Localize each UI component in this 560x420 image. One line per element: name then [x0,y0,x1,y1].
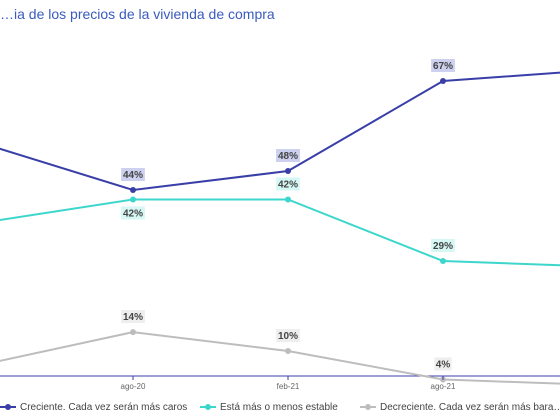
data-label: 42% [278,179,298,190]
data-point [440,78,446,85]
data-label: 48% [278,151,298,162]
data-label-bg [434,357,452,371]
data-point [285,196,291,203]
data-label: 10% [278,331,298,342]
legend: Creciente. Cada vez serán más caros Está … [0,402,560,413]
data-label: 29% [433,241,453,252]
data-point [285,168,291,175]
x-tick-labels: ago-20 feb-21 ago-21 [121,376,456,391]
legend-marker [365,404,371,410]
data-label-bg [431,239,455,253]
data-label-bg [121,167,145,181]
data-point [130,186,136,193]
x-tick-label: feb-21 [277,382,300,391]
data-point [130,196,136,203]
series-line-1 [0,198,560,267]
data-label: 42% [123,208,143,219]
data-label-bg [276,149,300,163]
data-label-bg [276,177,300,191]
legend-marker [205,404,211,410]
legend-marker [5,404,11,410]
x-tick-label: ago-21 [431,382,456,391]
data-label-bg [121,310,145,324]
legend-label: Creciente. Cada vez serán más caros [20,402,187,413]
data-label-bg [431,59,455,73]
series-layer [0,71,560,385]
data-point [130,329,136,336]
series-line-0 [0,71,560,191]
data-label: 4% [436,359,451,370]
data-point [440,258,446,265]
data-labels: 44% 48% 67% 42% 42% 29% 14% 10% 4% [121,59,455,371]
legend-label: Está más o menos estable [220,402,338,413]
data-point [285,348,291,355]
legend-label: Decreciente. Cada vez serán más bara… [380,402,560,413]
data-label-bg [276,329,300,343]
chart-title: …ia de los precios de la vivienda de com… [0,6,275,22]
x-tick-label: ago-20 [121,382,146,391]
data-label-bg [121,206,145,220]
data-label: 67% [433,61,453,72]
data-label: 44% [123,170,143,181]
data-label: 14% [123,312,143,323]
